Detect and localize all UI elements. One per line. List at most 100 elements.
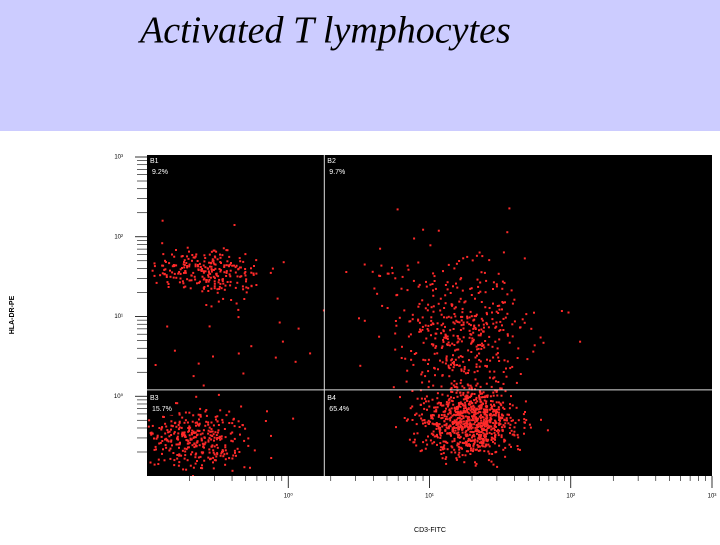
x-axis-label: CD3-FITC	[414, 527, 446, 534]
event-dot	[478, 365, 481, 368]
event-dot	[478, 436, 481, 438]
event-dot	[483, 346, 486, 349]
event-dot	[457, 425, 460, 428]
event-dot	[214, 267, 217, 270]
event-dot	[207, 274, 210, 277]
event-dot	[474, 401, 477, 404]
event-dot	[456, 442, 459, 445]
event-dot	[482, 391, 485, 394]
event-dot	[502, 317, 505, 320]
event-dot	[435, 424, 438, 427]
event-dot	[455, 413, 458, 416]
event-dot	[466, 391, 469, 394]
event-dot	[425, 280, 427, 283]
event-dot	[192, 466, 195, 469]
event-dot	[497, 411, 500, 414]
event-dot	[456, 433, 459, 436]
event-dot	[481, 342, 483, 345]
event-dot	[470, 341, 473, 344]
event-dot	[186, 255, 188, 258]
event-dot	[492, 377, 495, 380]
event-dot	[450, 382, 453, 385]
event-dot	[494, 326, 497, 329]
event-dot	[485, 311, 488, 314]
event-dot	[237, 268, 240, 271]
event-dot	[427, 370, 430, 373]
event-dot	[476, 426, 479, 429]
event-dot	[195, 395, 198, 398]
event-dot	[477, 347, 480, 350]
event-dot	[189, 464, 192, 467]
event-dot	[213, 285, 216, 288]
event-dot	[480, 434, 483, 437]
event-dot	[441, 416, 444, 419]
event-dot	[212, 261, 215, 264]
event-dot	[469, 453, 472, 455]
event-dot	[404, 357, 407, 360]
event-dot	[475, 424, 478, 427]
event-dot	[186, 421, 189, 424]
event-dot	[439, 297, 442, 300]
event-dot	[478, 404, 481, 407]
event-dot	[460, 277, 463, 280]
event-dot	[482, 416, 485, 419]
event-dot	[457, 411, 460, 414]
event-dot	[457, 348, 460, 351]
event-dot	[155, 281, 158, 284]
event-dot	[178, 413, 181, 416]
event-dot	[439, 442, 442, 445]
event-dot	[422, 228, 425, 231]
event-dot	[224, 458, 227, 461]
event-dot	[425, 400, 427, 403]
x-tick-label: 10³	[708, 494, 717, 500]
event-dot	[488, 376, 491, 379]
event-dot	[463, 370, 466, 373]
event-dot	[202, 264, 205, 267]
event-dot	[476, 440, 479, 443]
event-dot	[417, 318, 420, 321]
event-dot	[487, 438, 490, 441]
event-dot	[506, 334, 509, 337]
event-dot	[453, 313, 456, 315]
event-dot	[463, 301, 466, 304]
event-dot	[178, 446, 180, 449]
event-dot	[217, 424, 220, 426]
event-dot	[445, 456, 448, 459]
event-dot	[469, 444, 471, 447]
event-dot	[192, 375, 195, 378]
event-dot	[457, 445, 460, 448]
event-dot	[488, 452, 491, 455]
event-dot	[473, 439, 476, 442]
event-dot	[429, 244, 432, 247]
event-dot	[438, 401, 440, 404]
event-dot	[202, 271, 205, 274]
event-dot	[489, 395, 492, 398]
event-dot	[210, 445, 213, 448]
event-dot	[235, 264, 238, 267]
event-dot	[473, 441, 476, 444]
event-dot	[466, 317, 469, 320]
event-dot	[188, 279, 191, 282]
event-dot	[483, 433, 486, 436]
event-dot	[417, 305, 420, 308]
event-dot	[406, 369, 409, 372]
event-dot	[446, 344, 449, 346]
event-dot	[464, 454, 467, 457]
event-dot	[219, 253, 221, 256]
event-dot	[501, 308, 503, 311]
event-dot	[466, 321, 469, 324]
event-dot	[509, 423, 512, 426]
event-dot	[446, 394, 449, 397]
event-dot	[461, 311, 464, 314]
event-dot	[205, 279, 208, 281]
event-dot	[504, 439, 507, 442]
event-dot	[470, 440, 473, 442]
event-dot	[159, 274, 162, 277]
event-dot	[237, 316, 240, 319]
event-dot	[487, 450, 490, 453]
event-dot	[243, 272, 246, 275]
event-dot	[459, 401, 462, 404]
event-dot	[450, 434, 452, 437]
event-dot	[220, 437, 223, 440]
event-dot	[422, 358, 425, 361]
